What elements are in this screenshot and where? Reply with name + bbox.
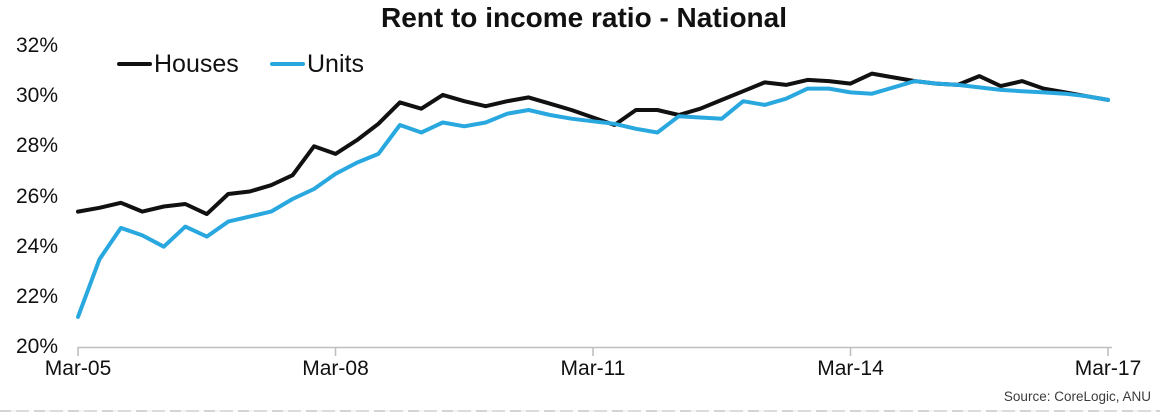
houses-line-swatch — [117, 62, 152, 66]
x-axis-label: Mar-17 — [1074, 357, 1142, 380]
legend-item-houses: Houses — [117, 50, 239, 78]
units-line-swatch — [270, 62, 305, 66]
houses-series-line — [76, 71, 1110, 217]
y-axis-label: 26% — [15, 184, 58, 208]
y-axis-label: 22% — [15, 284, 58, 308]
bottom-edge-artifact — [0, 410, 1160, 412]
y-axis-label: 24% — [15, 234, 58, 258]
y-axis-label: 20% — [15, 335, 58, 358]
x-axis-label: Mar-08 — [302, 357, 369, 380]
y-axis-label: 28% — [15, 134, 58, 158]
legend-label-houses: Houses — [154, 50, 239, 78]
x-axis-label: Mar-14 — [817, 357, 884, 380]
chart-title: Rent to income ratio - National — [380, 2, 788, 33]
legend-label-units: Units — [307, 50, 364, 78]
x-axis-label: Mar-05 — [44, 357, 112, 380]
y-axis-label: 30% — [15, 84, 58, 108]
source-note: Source: CoreLogic, ANU — [1003, 389, 1151, 404]
x-axis-label: Mar-11 — [560, 357, 626, 380]
legend-item-units: Units — [270, 50, 364, 78]
y-axis-label: 32% — [15, 34, 58, 57]
units-series-line — [76, 79, 1110, 319]
